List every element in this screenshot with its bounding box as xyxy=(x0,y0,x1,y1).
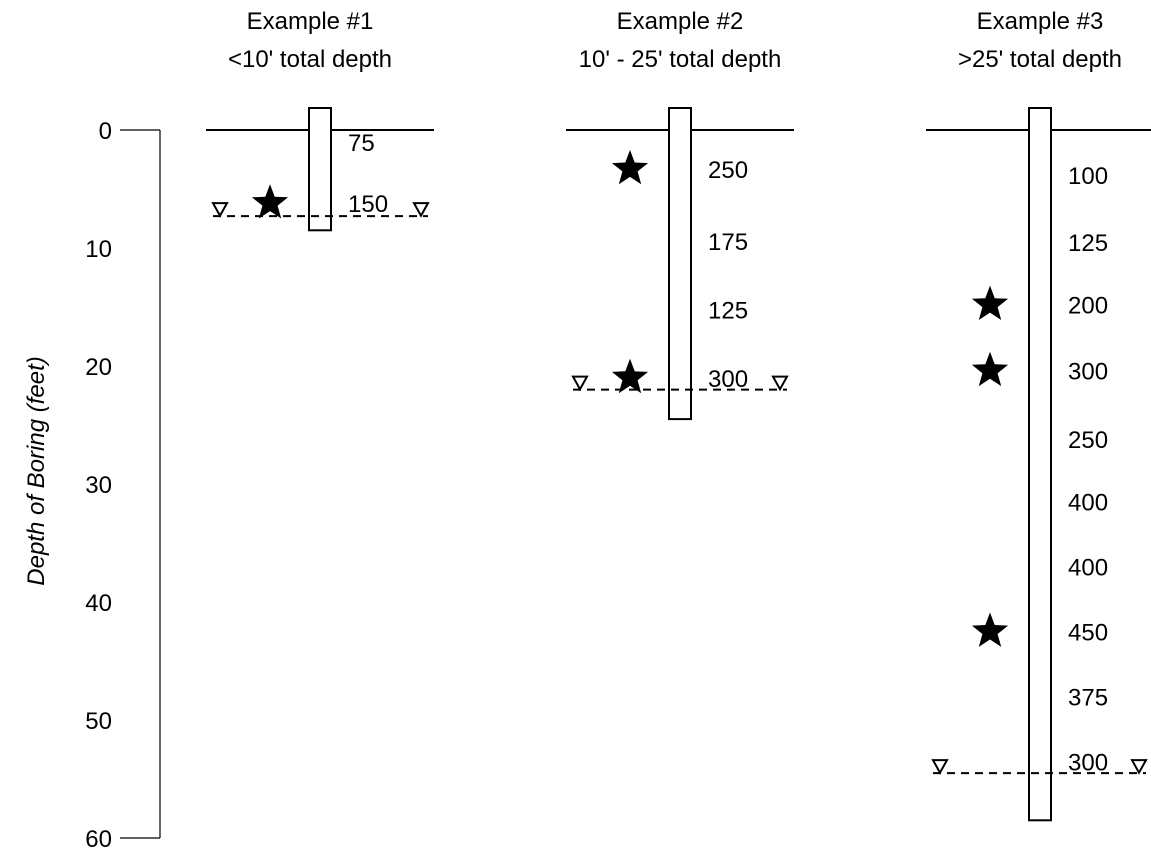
water-table-left-marker-icon xyxy=(211,202,229,218)
reading-value: 100 xyxy=(1068,163,1108,190)
example-3: Example #3 >25' total depth 100 125 200 300 25… xyxy=(926,8,1151,822)
water-table-left-marker-icon xyxy=(931,759,949,775)
sample-star-icon xyxy=(971,285,1009,320)
example-title: Example #3 xyxy=(977,8,1104,35)
example-2: Example #2 10' - 25' total depth 250 175 125… xyxy=(566,8,794,421)
water-table-left-marker-icon xyxy=(571,375,589,392)
reading-value: 75 xyxy=(348,130,375,157)
depth-axis-label: Depth of Boring (feet) xyxy=(23,356,50,585)
boring-column xyxy=(308,107,332,232)
axis-tick-label: 50 xyxy=(85,708,112,735)
reading-value: 250 xyxy=(708,157,748,184)
water-table-right-marker-icon xyxy=(1130,759,1148,775)
reading-value: 450 xyxy=(1068,620,1108,647)
axis-tick-label: 10 xyxy=(85,236,112,263)
reading-value: 300 xyxy=(1068,359,1108,386)
water-table-right-marker-icon xyxy=(771,375,789,392)
sample-star-icon xyxy=(611,358,649,394)
example-title: Example #1 xyxy=(247,8,374,35)
example-subtitle: >25' total depth xyxy=(958,46,1122,73)
reading-value: 300 xyxy=(1068,749,1108,776)
reading-value: 400 xyxy=(1068,555,1108,582)
reading-value: 150 xyxy=(348,191,388,218)
axis-tick-label: 60 xyxy=(85,826,112,853)
reading-value: 200 xyxy=(1068,293,1108,320)
reading-value: 125 xyxy=(708,297,748,324)
water-table-right-marker-icon xyxy=(412,202,430,218)
boring-column xyxy=(1028,107,1052,822)
axis-tick-label: 20 xyxy=(85,354,112,381)
axis-tick-label: 30 xyxy=(85,472,112,499)
reading-value: 300 xyxy=(708,366,748,393)
example-1: Example #1 <10' total depth 75 150 xyxy=(206,8,434,232)
example-title: Example #2 xyxy=(617,8,744,35)
reading-value: 125 xyxy=(1068,230,1108,257)
reading-value: 400 xyxy=(1068,490,1108,517)
reading-value: 375 xyxy=(1068,684,1108,711)
axis-tick-label: 0 xyxy=(99,118,112,145)
depth-axis: Depth of Boring (feet) 0 10 20 30 40 50 60 xyxy=(23,118,161,853)
sample-star-icon xyxy=(611,149,649,185)
boring-column xyxy=(668,107,692,421)
reading-value: 250 xyxy=(1068,427,1108,454)
sample-star-icon xyxy=(251,184,289,219)
example-subtitle: 10' - 25' total depth xyxy=(579,46,782,73)
example-subtitle: <10' total depth xyxy=(228,46,392,73)
sample-star-icon xyxy=(971,351,1009,387)
axis-tick-label: 40 xyxy=(85,590,112,617)
sample-star-icon xyxy=(971,612,1009,647)
reading-value: 175 xyxy=(708,229,748,256)
